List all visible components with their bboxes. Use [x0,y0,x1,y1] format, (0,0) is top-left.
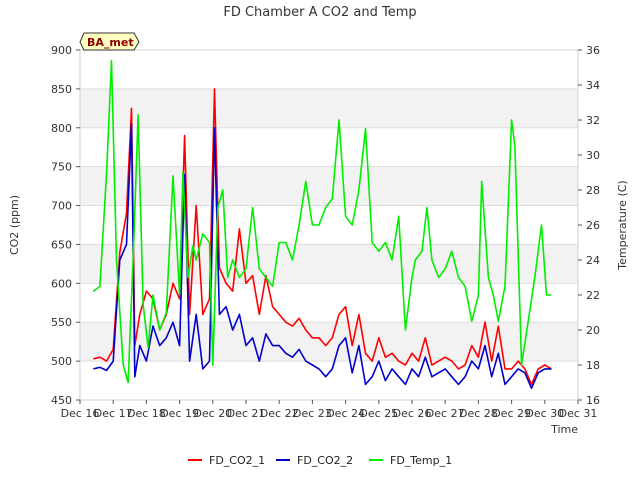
x-tick-label-2: Dec 18 [127,407,166,420]
legend-label-1: FD_CO2_2 [297,454,353,467]
y-tick-label-3: 600 [51,277,72,290]
y2-tick-label-8: 32 [586,114,600,127]
x-tick-label-4: Dec 20 [193,407,232,420]
y-tick-label-9: 900 [51,44,72,57]
x-axis-title: Time [550,423,578,436]
x-tick-label-9: Dec 25 [359,407,398,420]
y2-axis: 16 18 20 22 24 26 28 30 32 34 36 [578,44,600,407]
chart-title: FD Chamber A CO2 and Temp [223,5,416,20]
x-tick-label-0: Dec 16 [61,407,100,420]
y-axis: 450 500 550 600 650 700 750 800 850 900 [51,44,80,407]
y2-tick-label-0: 16 [586,394,600,407]
legend: FD_CO2_1 FD_CO2_2 FD_Temp_1 [188,454,452,467]
y2-tick-label-4: 24 [586,254,600,267]
x-tick-label-6: Dec 22 [260,407,299,420]
x-tick-label-8: Dec 24 [326,407,365,420]
badge-label: BA_met [87,36,134,49]
y-tick-label-0: 450 [51,394,72,407]
y-tick-label-5: 700 [51,200,72,213]
legend-label-0: FD_CO2_1 [209,454,265,467]
x-tick-label-14: Dec 30 [525,407,564,420]
x-tick-label-3: Dec 19 [160,407,199,420]
x-tick-label-5: Dec 21 [227,407,266,420]
y2-axis-title: Temperature (C) [616,180,629,270]
x-tick-label-13: Dec 29 [492,407,531,420]
series-layer [92,59,552,390]
y2-tick-label-2: 20 [586,324,600,337]
y-axis-title: CO2 (ppm) [8,195,21,255]
shaded-band-1 [80,244,578,284]
x-tick-label-11: Dec 27 [426,407,465,420]
badge: BA_met [79,32,140,51]
y2-tick-label-3: 22 [586,289,600,302]
series-line-fd-co2-2 [93,123,552,390]
series-line-fd-temp-1 [92,59,552,384]
y-tick-label-2: 550 [51,316,72,329]
legend-label-2: FD_Temp_1 [390,454,452,467]
y-tick-label-8: 850 [51,83,72,96]
y-tick-label-4: 650 [51,238,72,251]
x-tick-label-15: Dec 31 [559,407,598,420]
x-tick-label-7: Dec 23 [293,407,332,420]
y2-tick-label-6: 28 [586,184,600,197]
x-tick-label-1: Dec 17 [94,407,133,420]
y2-tick-label-1: 18 [586,359,600,372]
badge-box [79,32,140,51]
x-tick-label-12: Dec 28 [459,407,498,420]
y-tick-label-6: 750 [51,161,72,174]
y2-tick-label-5: 26 [586,219,600,232]
shaded-band-3 [80,88,578,128]
y2-tick-label-9: 34 [586,79,600,92]
y-tick-label-1: 500 [51,355,72,368]
y2-tick-label-10: 36 [586,44,600,57]
x-tick-label-10: Dec 26 [393,407,432,420]
y-tick-label-7: 800 [51,122,72,135]
shaded-band-2 [80,166,578,206]
y2-tick-label-7: 30 [586,149,600,162]
